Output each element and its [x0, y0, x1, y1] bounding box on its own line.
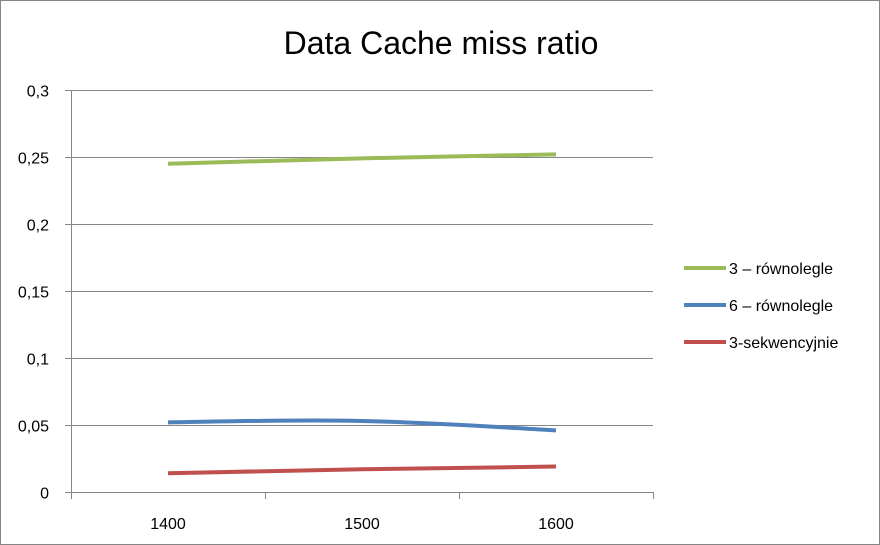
legend-label: 6 – równolegle: [729, 298, 833, 315]
series-lines: [167, 152, 557, 476]
legend: 3 – równolegle 6 – równolegle 3-sekwencyjn…: [684, 261, 838, 352]
y-tick-label: 0: [40, 486, 49, 503]
axes: [65, 90, 654, 499]
y-tick-label: 0,25: [18, 151, 49, 168]
y-tick-label: 0,2: [27, 218, 49, 235]
chart-title: Data Cache miss ratio: [284, 25, 599, 61]
x-tick-label: 1400: [150, 516, 186, 533]
gridlines: [71, 90, 653, 426]
x-tick-label: 1500: [344, 516, 380, 533]
x-tick-label: 1600: [538, 516, 574, 533]
legend-label: 3-sekwencyjnie: [729, 335, 838, 352]
y-tick-label: 0,05: [18, 419, 49, 436]
y-axis-tick-labels: 0 0,05 0,1 0,15 0,2 0,25 0,3: [18, 84, 49, 503]
legend-label: 3 – równolegle: [729, 261, 833, 278]
series-line-1: [167, 152, 557, 166]
y-tick-label: 0,1: [27, 352, 49, 369]
y-tick-label: 0,3: [27, 84, 49, 101]
series-line-3: [167, 464, 557, 476]
y-tick-label: 0,15: [18, 285, 49, 302]
series-line-2: [167, 418, 557, 433]
x-axis-tick-labels: 1400 1500 1600: [150, 516, 574, 533]
